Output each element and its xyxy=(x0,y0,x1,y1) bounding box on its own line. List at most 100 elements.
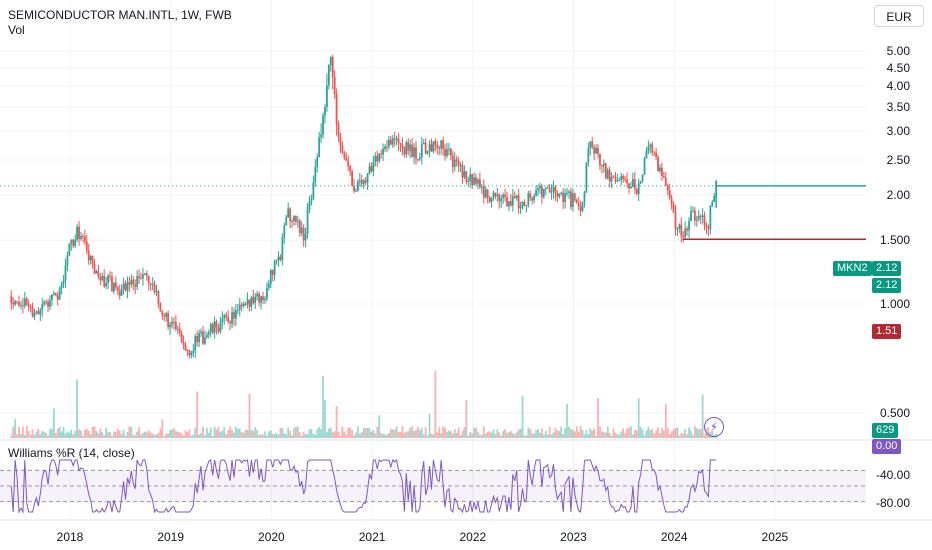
candle-body xyxy=(101,275,104,281)
candle-body xyxy=(546,187,549,189)
candle-body xyxy=(126,282,129,291)
volume-bar xyxy=(637,398,640,438)
candle-body xyxy=(440,140,443,149)
volume-bar xyxy=(566,403,568,438)
volume-bar xyxy=(362,427,365,438)
volume-bar xyxy=(473,427,475,438)
volume-bar xyxy=(372,430,375,438)
candle-body xyxy=(564,193,567,202)
candle-body xyxy=(64,265,67,282)
candle-body xyxy=(539,185,541,189)
candle-body xyxy=(570,191,572,207)
volume-bar xyxy=(163,435,166,438)
volume-bar xyxy=(440,433,443,438)
candle-body xyxy=(200,331,202,334)
candle-body xyxy=(85,241,88,251)
volume-bar xyxy=(620,431,623,438)
volume-bar xyxy=(277,434,280,438)
candle-body xyxy=(649,144,652,147)
candle-body xyxy=(202,331,204,344)
candle-body xyxy=(18,302,20,306)
candle-body xyxy=(418,157,421,160)
volume-bar xyxy=(52,408,55,438)
volume-bar xyxy=(364,427,367,438)
volume-bar xyxy=(583,434,586,438)
candle-body xyxy=(277,256,280,261)
volume-bar xyxy=(215,429,218,438)
volume-bar xyxy=(99,428,102,438)
volume-tag: 629 xyxy=(872,423,899,438)
volume-bar xyxy=(446,432,448,438)
candle-body xyxy=(713,195,716,202)
volume-bar xyxy=(324,400,326,438)
candle-body xyxy=(606,169,609,179)
candle-body xyxy=(147,276,150,284)
candle-body xyxy=(469,174,472,181)
candle-body xyxy=(70,239,73,244)
candle-body xyxy=(496,194,499,197)
candle-body xyxy=(74,239,77,246)
volume-bar xyxy=(132,434,135,438)
candle-body xyxy=(283,225,286,238)
alert-icon[interactable]: ⚡ xyxy=(704,417,724,437)
candle-body xyxy=(711,201,714,206)
volume-bar xyxy=(690,430,692,438)
candle-body xyxy=(167,313,170,328)
volume-bar xyxy=(457,427,460,438)
volume-bar xyxy=(666,427,669,438)
volume-bar xyxy=(571,429,574,438)
volume-bar xyxy=(688,427,690,438)
candle-body xyxy=(585,162,588,192)
currency-button[interactable]: EUR xyxy=(874,5,924,27)
candle-body xyxy=(604,163,607,179)
candle-body xyxy=(674,212,677,230)
candle-body xyxy=(548,187,551,193)
volume-bar xyxy=(196,391,199,438)
candle-body xyxy=(207,332,210,335)
volume-bar xyxy=(33,435,36,438)
candle-body xyxy=(229,321,231,324)
volume-bar xyxy=(80,430,82,438)
volume-bar xyxy=(438,427,441,438)
candle-body xyxy=(399,143,402,145)
candle-body xyxy=(132,279,135,285)
candle-body xyxy=(248,299,251,307)
candle-body xyxy=(285,217,288,226)
candle-body xyxy=(409,144,412,151)
volume-bar xyxy=(143,431,146,438)
volume-bar xyxy=(504,429,506,438)
candle-body xyxy=(697,216,700,220)
volume-bar xyxy=(403,432,406,438)
candle-body xyxy=(320,134,323,138)
candle-body xyxy=(389,139,392,145)
candle-body xyxy=(353,185,355,192)
candle-body xyxy=(47,302,49,307)
volume-bar xyxy=(591,430,594,438)
candle-body xyxy=(362,180,365,185)
candle-body xyxy=(316,157,319,167)
candle-body xyxy=(236,309,239,311)
candle-body xyxy=(422,142,425,145)
candle-body xyxy=(41,304,44,310)
candle-body xyxy=(492,192,495,198)
candle-body xyxy=(281,237,284,261)
volume-bar xyxy=(661,428,663,438)
candle-body xyxy=(151,283,154,285)
volume-bar xyxy=(85,428,88,438)
x-tick-label: 2021 xyxy=(358,530,386,544)
volume-bar xyxy=(480,434,483,438)
candle-body xyxy=(329,56,332,65)
wr-tick-40: -40.00 xyxy=(875,468,910,482)
candle-body xyxy=(16,301,18,303)
volume-bar xyxy=(527,427,530,438)
volume-bar xyxy=(306,434,309,438)
candle-body xyxy=(165,313,168,317)
volume-bar xyxy=(570,429,572,438)
volume-bar xyxy=(236,428,239,438)
candle-body xyxy=(554,187,557,194)
candle-body xyxy=(682,236,685,238)
volume-bar xyxy=(159,428,162,438)
volume-bar xyxy=(128,426,131,438)
